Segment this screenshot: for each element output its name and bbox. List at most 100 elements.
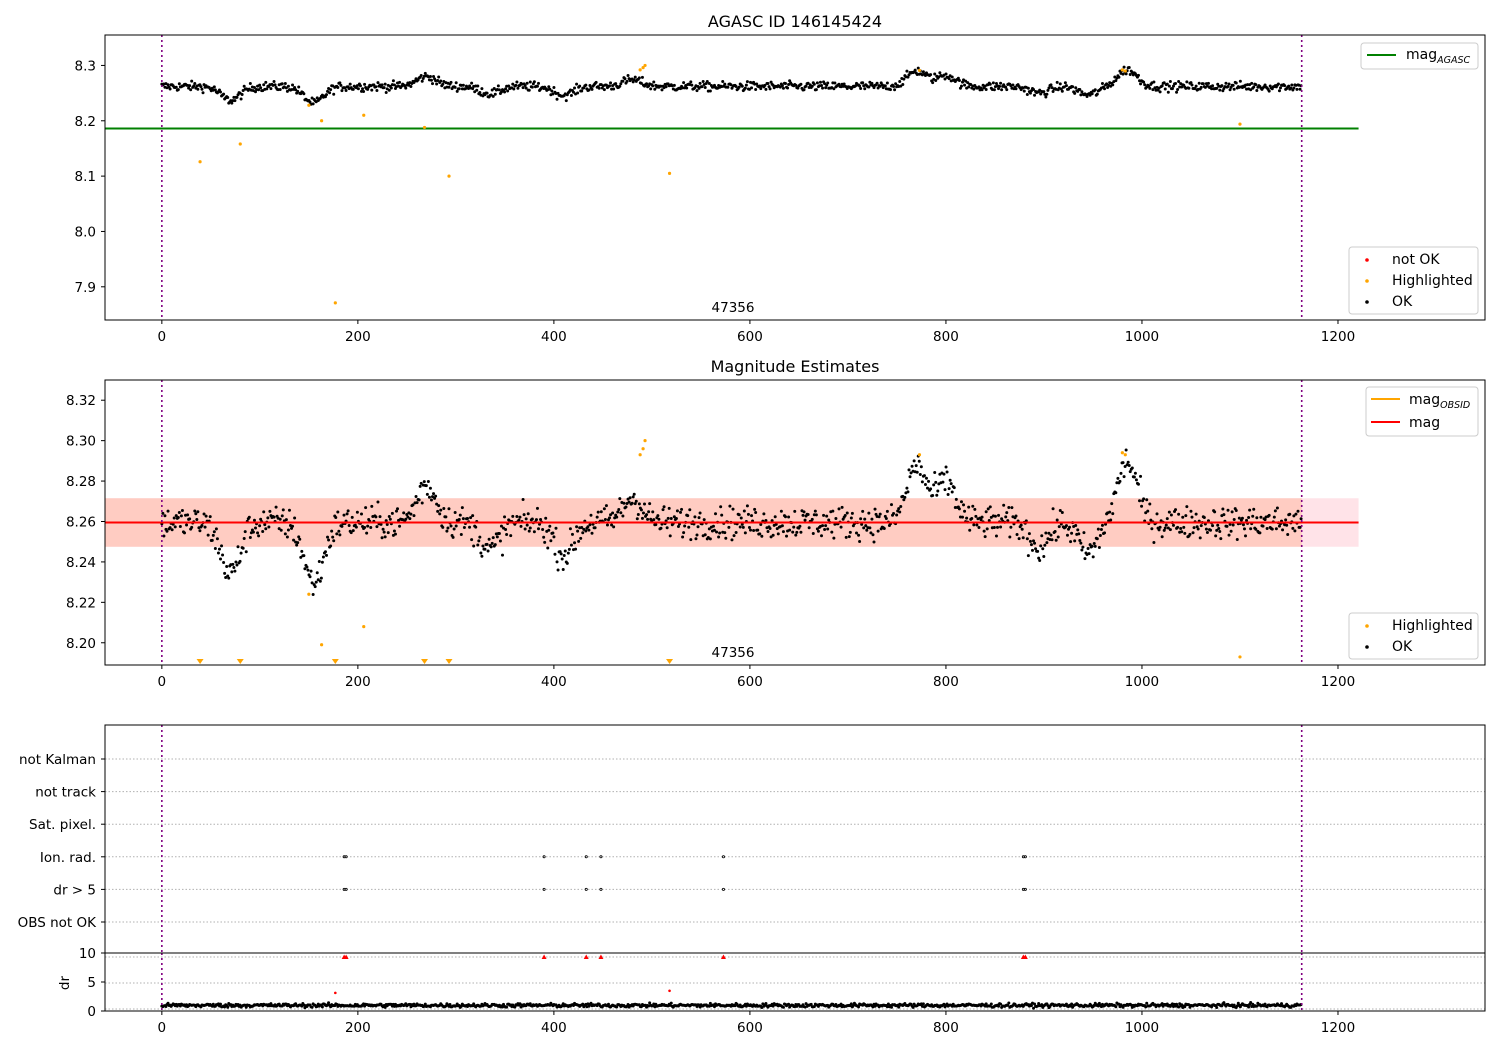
ok-point — [393, 532, 397, 536]
ok-point — [351, 529, 355, 533]
highlighted-below-marker — [236, 659, 244, 664]
ok-point — [1059, 87, 1063, 91]
highlighted-point — [198, 160, 202, 164]
dr-point — [226, 1005, 230, 1009]
ok-point — [278, 517, 282, 521]
ok-point — [785, 534, 789, 538]
ok-point — [934, 79, 938, 83]
dr-point — [897, 1005, 901, 1009]
ok-point — [615, 515, 619, 519]
ok-point — [578, 84, 582, 88]
ok-point — [1015, 533, 1019, 537]
ok-point — [1078, 539, 1082, 543]
ok-point — [869, 531, 873, 535]
ok-point — [1227, 82, 1231, 86]
ok-point — [739, 516, 743, 520]
ok-point — [479, 551, 483, 555]
ok-point — [478, 90, 482, 94]
ok-point — [1238, 79, 1242, 83]
ok-point — [602, 88, 606, 92]
ok-point — [933, 471, 937, 475]
ok-point — [697, 516, 701, 520]
ok-point — [588, 84, 592, 88]
dr-point — [733, 1004, 737, 1008]
x-tick-label: 800 — [933, 674, 959, 690]
ok-point — [548, 524, 552, 528]
legend-mag-agasc-label: mag — [1406, 47, 1437, 63]
ok-point — [834, 517, 838, 521]
ok-point — [878, 512, 882, 516]
ok-point — [512, 87, 516, 91]
ok-point — [825, 514, 829, 518]
ok-point — [1163, 526, 1167, 530]
ok-point — [821, 524, 825, 528]
ok-point — [743, 531, 747, 535]
ok-point — [489, 545, 493, 549]
ok-point — [747, 526, 751, 530]
ok-point — [1255, 88, 1259, 92]
ok-point — [225, 564, 229, 568]
ok-point — [1151, 88, 1155, 92]
highlighted-point — [362, 113, 366, 117]
ok-point — [1166, 90, 1170, 94]
ok-point — [766, 529, 770, 533]
ok-point — [943, 488, 947, 492]
ok-point — [198, 529, 202, 533]
dr-clipped-marker — [541, 954, 547, 959]
ok-point — [1138, 499, 1142, 503]
ok-point — [1211, 524, 1215, 528]
ok-point — [833, 81, 837, 85]
ok-point — [707, 82, 711, 86]
ok-point — [375, 525, 379, 529]
ok-point — [815, 81, 819, 85]
ok-point — [329, 88, 333, 92]
ok-point — [396, 507, 400, 511]
ok-point — [963, 83, 967, 87]
ok-point — [515, 80, 519, 84]
ok-point — [1184, 514, 1188, 518]
ok-point — [801, 513, 805, 517]
ok-point — [882, 526, 886, 530]
ok-point — [993, 514, 997, 518]
ok-point — [222, 561, 226, 565]
ok-point — [594, 80, 598, 84]
ok-point — [1042, 90, 1046, 94]
highlighted-point — [917, 68, 922, 73]
ok-point — [178, 525, 182, 529]
ok-point — [1076, 528, 1080, 532]
ok-point — [723, 531, 727, 535]
ok-point — [392, 83, 396, 87]
ok-point — [515, 515, 519, 519]
ok-point — [1206, 81, 1210, 85]
ok-point — [649, 87, 653, 91]
ok-point — [1136, 482, 1140, 486]
ok-point — [1071, 85, 1075, 89]
ok-point — [428, 74, 432, 78]
ok-point — [1165, 517, 1169, 521]
ok-point — [444, 515, 448, 519]
ok-point — [345, 512, 349, 516]
ok-point — [984, 510, 988, 514]
ok-point — [674, 516, 678, 520]
ok-point — [712, 528, 716, 532]
ok-point — [867, 511, 871, 515]
ok-point — [354, 525, 358, 529]
ok-point — [200, 87, 204, 91]
ok-point — [794, 83, 798, 87]
ok-point — [1047, 531, 1051, 535]
ok-point — [547, 85, 551, 89]
legend-mag-label: mag — [1409, 415, 1440, 431]
ok-point — [1009, 525, 1013, 529]
ok-point — [661, 508, 665, 512]
ok-point — [1097, 545, 1101, 549]
ok-point — [825, 83, 829, 87]
ok-point — [1025, 92, 1029, 96]
x-tick-label: 800 — [933, 329, 959, 345]
ok-point — [1152, 541, 1156, 545]
dr-clipped-marker — [583, 954, 589, 959]
legend-mid-highlighted: Highlighted — [1392, 618, 1473, 634]
ok-point — [611, 84, 615, 88]
ok-point — [648, 502, 652, 506]
ok-point — [387, 88, 391, 92]
ok-point — [995, 525, 999, 529]
